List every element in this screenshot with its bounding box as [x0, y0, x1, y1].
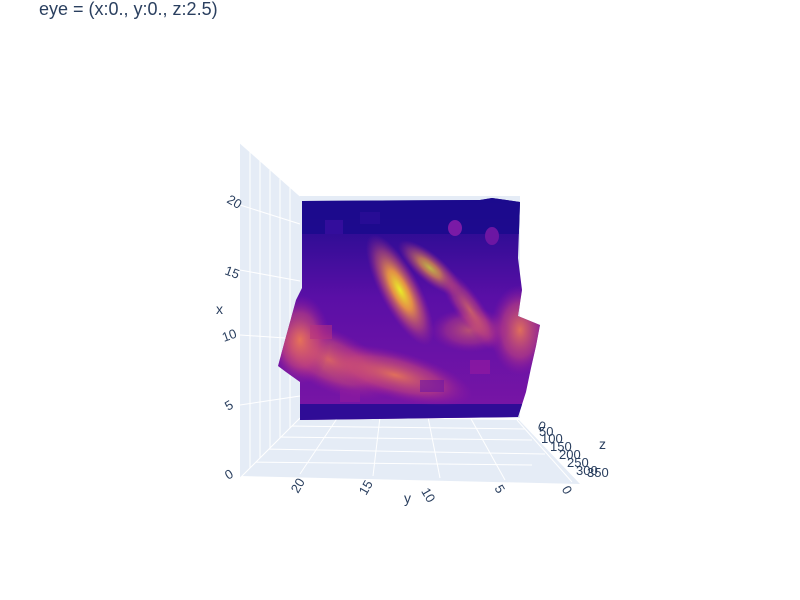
floor-pane [237, 416, 580, 484]
z-tick-label: 0 [536, 418, 548, 435]
chart-title: eye = (x:0., y:0., z:2.5) [39, 0, 218, 19]
y-tick-label: 0 [559, 483, 576, 497]
y-tick-label: 5 [491, 482, 508, 496]
x-tick-label: 5 [222, 397, 236, 414]
y-tick-label: 10 [418, 485, 438, 505]
z-tick-label: 300 [576, 463, 598, 478]
side-pane [239, 142, 301, 479]
y-tick-label: 20 [288, 475, 308, 495]
z-tick-label: 250 [567, 455, 589, 470]
surface-trace[interactable] [254, 198, 550, 422]
y-tick-label: 15 [356, 477, 376, 497]
z-tick-label: 200 [559, 447, 581, 462]
z-tick-label: 100 [541, 431, 563, 446]
x-tick-label: 15 [223, 263, 242, 282]
z-tick-label: 50 [539, 424, 553, 439]
z-tick-label: 350 [587, 465, 609, 480]
z-axis: 0 50 100 150 200 250 300 350 z [536, 418, 609, 480]
x-tick-label: 10 [220, 326, 239, 345]
x-tick-label: 0 [222, 466, 236, 483]
z-tick-label: 150 [550, 439, 572, 454]
z-axis-title: z [599, 436, 606, 452]
x-axis-title: x [216, 301, 223, 317]
y-axis-title: y [404, 490, 411, 506]
x-tick-label: 20 [225, 192, 245, 212]
